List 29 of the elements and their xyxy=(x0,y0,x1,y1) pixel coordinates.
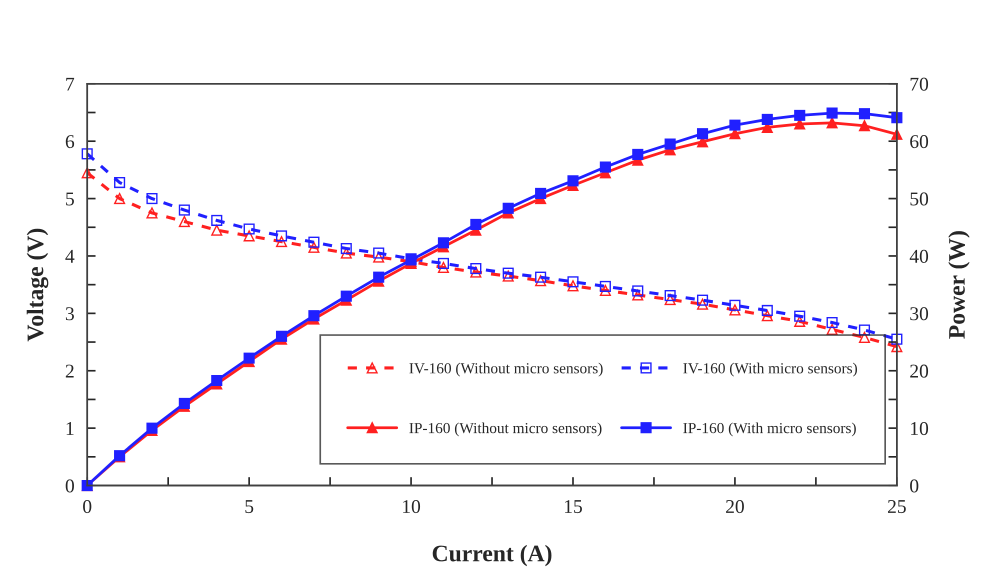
y-tick-label: 4 xyxy=(65,250,74,263)
x-tick-label: 25 xyxy=(888,500,906,514)
y2-tick-label: 20 xyxy=(910,364,928,378)
y-tick-label: 1 xyxy=(66,422,74,435)
legend-label: IP-160 (Without micro sensors) xyxy=(409,422,602,436)
y-tick-label: 7 xyxy=(66,78,74,91)
y2-axis-title: Power (W) xyxy=(948,231,970,339)
y-tick-label: 3 xyxy=(66,307,74,320)
y2-tick-label: 60 xyxy=(910,135,928,148)
y2-tick-label: 40 xyxy=(910,250,928,263)
y-axis-title: Voltage (V) xyxy=(26,228,48,342)
x-tick-label: 5 xyxy=(245,500,254,514)
y-tick-label: 5 xyxy=(66,192,74,206)
legend-label: IV-160 (With micro sensors) xyxy=(683,362,857,377)
y2-tick-label: 0 xyxy=(910,479,918,492)
y-tick-label: 2 xyxy=(66,364,74,378)
y-tick-label: 6 xyxy=(66,135,74,148)
x-tick-label: 15 xyxy=(564,500,582,514)
y2-tick-label: 70 xyxy=(910,78,928,91)
legend-label: IP-160 (With micro sensors) xyxy=(683,422,856,436)
x-tick-label: 10 xyxy=(403,500,420,514)
x-tick-label: 20 xyxy=(726,500,744,514)
y2-tick-label: 10 xyxy=(911,422,928,436)
y2-tick-label: 30 xyxy=(910,307,928,320)
y2-tick-label: 50 xyxy=(910,192,928,206)
x-axis-title: Current (A) xyxy=(432,544,552,566)
x-tick-label: 0 xyxy=(83,500,92,514)
y-tick-label: 0 xyxy=(66,479,74,492)
legend-label: IV-160 (Without micro sensors) xyxy=(409,362,603,377)
